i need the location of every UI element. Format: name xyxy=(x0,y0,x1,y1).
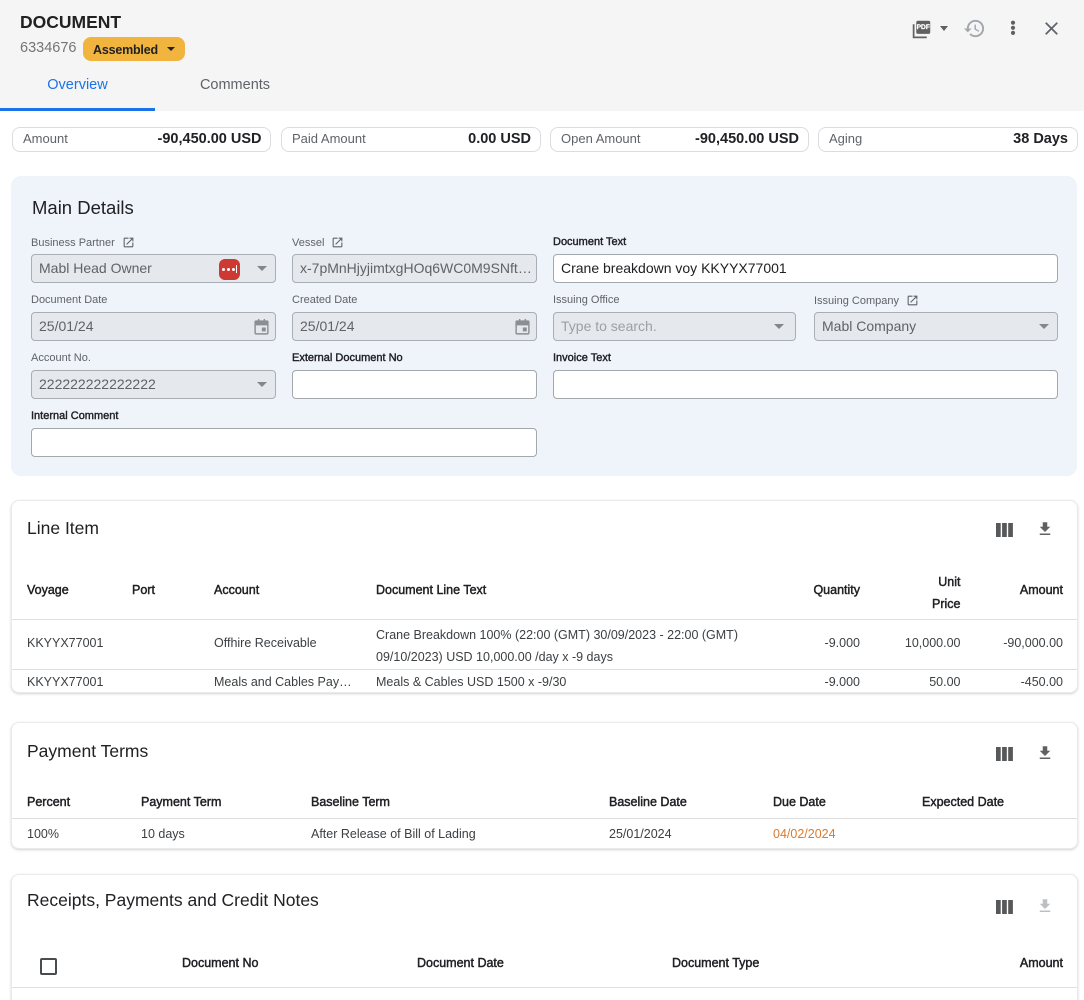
svg-text:PDF: PDF xyxy=(917,23,931,31)
